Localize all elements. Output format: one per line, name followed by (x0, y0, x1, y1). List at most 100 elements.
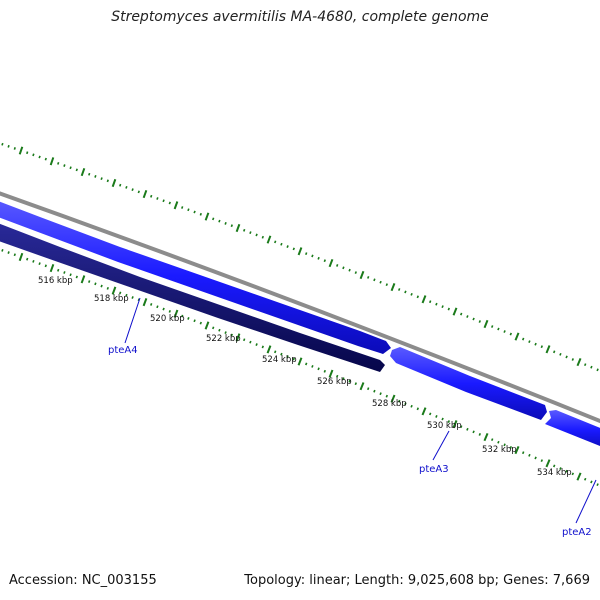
inner-ring-minor-tick (398, 399, 401, 403)
outer-ring-minor-tick (503, 330, 506, 333)
outer-ring-minor-tick (565, 355, 568, 359)
outer-ring-minor-tick (323, 259, 326, 263)
inner-ring-minor-tick (435, 415, 438, 418)
outer-ring-minor-tick (212, 217, 215, 221)
outer-ring-minor-tick (460, 312, 463, 316)
inner-ring-minor-tick (119, 291, 122, 295)
inner-ring-minor-tick (466, 427, 469, 431)
inner-ring-major-tick (142, 298, 148, 307)
inner-ring-minor-tick (230, 333, 233, 337)
pteA4-leader-line (124, 297, 141, 344)
inner-ring-minor-tick (57, 268, 60, 272)
gene-label-pteA3[interactable]: pteA3 (419, 464, 449, 475)
inner-ring-minor-tick (540, 459, 544, 463)
inner-ring-minor-tick (224, 331, 227, 335)
outer-ring-minor-tick (348, 268, 351, 272)
outer-ring-minor-tick (94, 175, 97, 178)
genome-summary-text: Topology: linear; Length: 9,025,608 bp; … (244, 573, 590, 588)
outer-ring-major-tick (452, 307, 458, 316)
inner-ring-minor-tick (150, 303, 153, 306)
outer-ring-minor-tick (429, 300, 432, 304)
outer-ring-minor-tick (584, 363, 587, 367)
reverse-gene-block (0, 223, 385, 372)
outer-ring-minor-tick (249, 231, 252, 235)
outer-ring-minor-tick (491, 325, 494, 328)
outer-ring-minor-tick (224, 222, 227, 225)
accession-text: Accession: NC_003155 (9, 573, 157, 588)
scale-label-526: 526 kbp (317, 377, 352, 387)
inner-ring-major-tick (545, 459, 551, 468)
gene-label-pteA4[interactable]: pteA4 (108, 345, 138, 356)
inner-ring-minor-tick (596, 483, 599, 487)
inner-ring-minor-tick (274, 350, 277, 354)
outer-ring-minor-tick (69, 166, 72, 170)
inner-ring-minor-tick (478, 433, 482, 436)
inner-ring-major-tick (80, 275, 86, 284)
outer-ring-minor-tick (88, 172, 91, 176)
inner-ring-minor-tick (336, 374, 339, 378)
outer-ring-minor-tick (280, 242, 283, 246)
inner-ring-minor-tick (261, 345, 264, 349)
scale-label-530: 530 kbp (427, 421, 462, 431)
outer-ring-minor-tick (1, 142, 4, 146)
inner-ring-minor-tick (323, 369, 326, 373)
inner-ring-minor-tick (447, 420, 450, 423)
outer-ring-minor-tick (441, 305, 444, 309)
outer-ring-minor-tick (44, 157, 47, 161)
outer-ring-major-tick (204, 212, 210, 221)
outer-ring-minor-tick (137, 190, 140, 194)
inner-ring-minor-tick (429, 412, 432, 416)
inner-ring-minor-tick (88, 280, 91, 283)
scale-label-528: 528 kbp (372, 399, 407, 409)
inner-ring-minor-tick (199, 321, 202, 325)
outer-ring-minor-tick (292, 247, 295, 251)
outer-ring-major-tick (142, 189, 148, 199)
inner-ring-minor-tick (292, 357, 295, 361)
outer-ring-minor-tick (466, 315, 469, 318)
inner-ring-major-tick (297, 357, 303, 366)
outer-ring-minor-tick (398, 288, 401, 291)
inner-ring-minor-tick (342, 377, 345, 381)
inner-ring-minor-tick (521, 451, 525, 455)
inner-ring-major-tick (18, 252, 24, 262)
outer-ring-minor-tick (125, 186, 128, 189)
inner-ring-minor-tick (379, 392, 382, 396)
inner-ring-major-tick (328, 369, 334, 378)
outer-ring-minor-tick (478, 320, 481, 323)
outer-ring-major-tick (390, 282, 396, 292)
inner-ring-minor-tick (497, 440, 500, 444)
inner-ring-minor-tick (94, 282, 97, 286)
outer-ring-minor-tick (509, 332, 512, 336)
inner-ring-major-tick (390, 394, 396, 403)
inner-ring-major-tick (204, 321, 210, 330)
inner-ring-minor-tick (583, 477, 587, 481)
inner-ring-minor-tick (187, 317, 190, 320)
outer-ring-minor-tick (187, 208, 190, 212)
inner-ring-minor-tick (106, 286, 109, 290)
outer-ring-minor-tick (119, 183, 122, 187)
outer-ring-minor-tick (218, 219, 221, 223)
outer-ring-minor-tick (26, 151, 29, 155)
inner-ring-minor-tick (311, 364, 314, 368)
inner-ring-minor-tick (212, 326, 215, 330)
outer-ring-minor-tick (199, 212, 202, 216)
outer-ring-minor-tick (416, 295, 419, 299)
inner-ring-minor-tick (1, 248, 4, 252)
outer-ring-minor-tick (373, 278, 376, 282)
inner-ring-minor-tick (441, 417, 444, 421)
inner-ring-minor-tick (565, 469, 568, 473)
inner-ring-minor-tick (590, 480, 593, 484)
gene-label-pteA2[interactable]: pteA2 (562, 527, 592, 538)
inner-ring-minor-tick (125, 293, 128, 297)
inner-ring-major-tick (421, 407, 427, 416)
outer-ring-major-tick (235, 223, 241, 233)
outer-ring-major-tick (266, 235, 272, 244)
scale-label-534: 534 kbp (537, 468, 572, 478)
inner-ring-major-tick (235, 333, 241, 342)
outer-ring-major-tick (173, 201, 179, 210)
outer-ring-minor-tick (553, 350, 556, 354)
outer-ring-major-tick (545, 345, 551, 354)
outer-ring-major-tick (514, 332, 520, 341)
outer-ring-minor-tick (336, 264, 339, 267)
